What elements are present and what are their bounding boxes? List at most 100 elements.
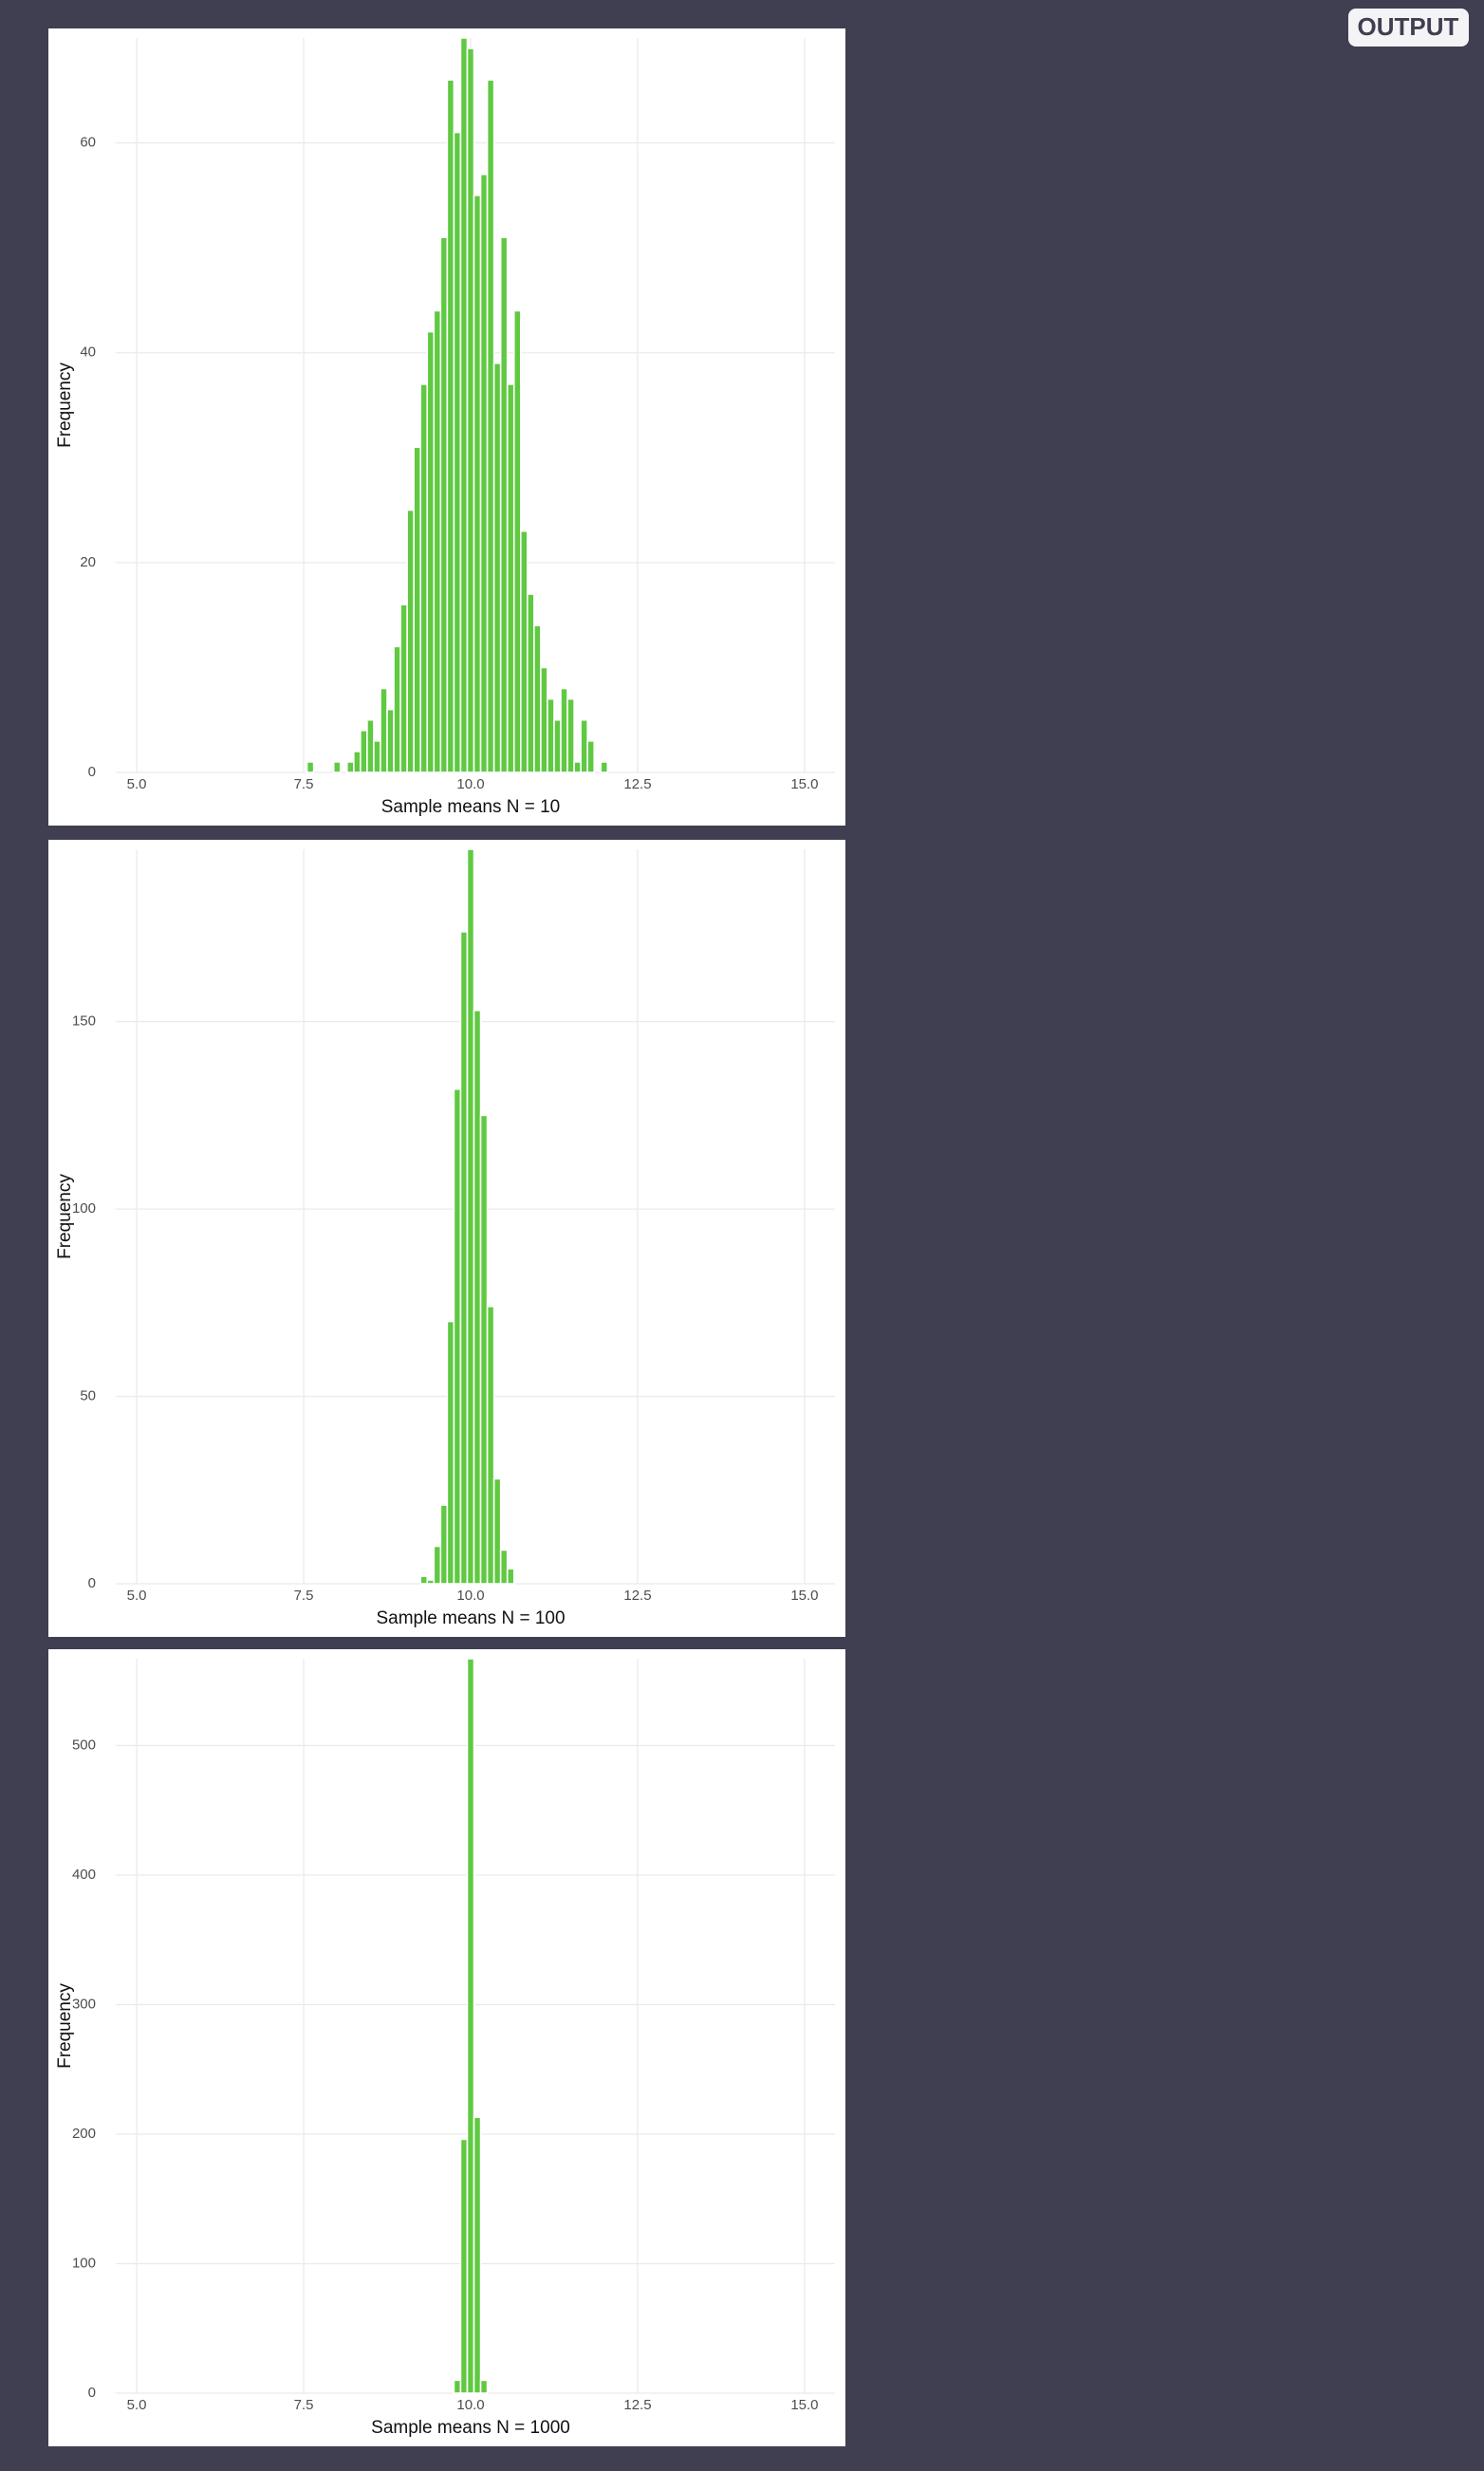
y-tick-label: 150	[72, 1013, 96, 1030]
bar	[426, 330, 436, 773]
bar	[453, 131, 462, 773]
y-tick-label: 0	[88, 764, 96, 780]
bar	[486, 79, 495, 773]
x-tick-label: 5.0	[127, 1588, 147, 1604]
bar	[506, 1568, 515, 1585]
bar	[433, 1545, 442, 1585]
y-tick-label: 500	[72, 1737, 96, 1753]
y-tick-label: 40	[80, 344, 96, 361]
y-tick-label: 50	[80, 1388, 96, 1404]
y-tick-label: 200	[72, 2126, 96, 2142]
x-tick-label: 7.5	[294, 776, 314, 792]
bar	[519, 530, 529, 773]
bar	[439, 236, 449, 773]
output-label: OUTPUT	[1358, 12, 1459, 41]
y-axis-label: Frequency	[55, 362, 75, 448]
bar	[553, 718, 562, 773]
bar	[386, 708, 395, 773]
bar	[373, 740, 381, 773]
x-tick-label: 12.5	[623, 776, 651, 792]
chart-panel: 5.0 7.5 10.0 12.5 15.0 0 50 100 150 Sample means …	[48, 840, 845, 1637]
bar	[466, 47, 475, 773]
y-tick-label: 0	[88, 1575, 96, 1591]
x-tick-label: 15.0	[790, 1588, 818, 1604]
y-tick-label: 60	[80, 135, 96, 151]
bar	[499, 236, 509, 773]
bar	[433, 309, 442, 773]
x-tick-label: 7.5	[294, 2397, 314, 2413]
bar	[533, 624, 542, 773]
y-tick-label: 300	[72, 1996, 96, 2012]
bar	[353, 751, 362, 773]
bar	[459, 2138, 469, 2394]
bar	[306, 761, 315, 773]
bar	[332, 761, 342, 773]
x-axis-label: Sample means N = 10	[381, 797, 561, 817]
bar	[466, 1658, 475, 2394]
bar	[453, 1087, 462, 1585]
bar	[479, 1114, 489, 1585]
bar	[600, 761, 609, 773]
y-tick-label: 400	[72, 1867, 96, 1883]
bar	[473, 2116, 482, 2394]
y-tick-label: 20	[80, 554, 96, 570]
x-tick-label: 15.0	[790, 2397, 818, 2413]
bar	[413, 446, 422, 773]
x-tick-label: 12.5	[623, 1588, 651, 1604]
bar	[439, 1504, 449, 1585]
bar	[586, 740, 596, 773]
bar	[419, 1575, 429, 1585]
bar	[492, 362, 502, 773]
bar	[473, 1010, 482, 1585]
bar	[393, 645, 401, 773]
y-axis-label: Frequency	[55, 1983, 75, 2069]
bar	[459, 931, 469, 1585]
bar	[547, 697, 555, 773]
bar	[380, 687, 388, 773]
bar	[486, 1305, 495, 1585]
y-tick-label: 100	[72, 2255, 96, 2271]
bar	[527, 593, 535, 773]
bar	[466, 848, 475, 1585]
bar	[446, 1320, 455, 1585]
bar	[360, 729, 368, 773]
bar	[399, 604, 408, 773]
bar	[580, 718, 588, 773]
x-axis-label: Sample means N = 100	[376, 1608, 565, 1628]
x-tick-label: 12.5	[623, 2397, 651, 2413]
x-tick-label: 5.0	[127, 776, 147, 792]
bar	[459, 37, 469, 773]
x-tick-label: 10.0	[456, 1588, 484, 1604]
bar	[492, 1477, 502, 1585]
bar	[560, 687, 568, 773]
output-badge	[1348, 9, 1469, 46]
bar	[479, 173, 489, 773]
bar	[446, 79, 455, 773]
bar	[473, 195, 482, 773]
x-tick-label: 15.0	[790, 776, 818, 792]
bar	[345, 761, 355, 773]
y-tick-label: 0	[88, 2385, 96, 2401]
bar	[419, 383, 429, 773]
bar	[499, 1549, 509, 1585]
x-axis-label: Sample means N = 1000	[371, 2418, 570, 2438]
bar	[566, 697, 575, 773]
bar	[506, 383, 515, 773]
y-tick-label: 100	[72, 1200, 96, 1217]
bar	[573, 761, 582, 773]
x-tick-label: 5.0	[127, 2397, 147, 2413]
y-axis-label: Frequency	[55, 1174, 75, 1259]
bar	[406, 509, 415, 773]
bar	[366, 718, 375, 773]
chart-panel: 5.0 7.5 10.0 12.5 15.0 0 100 200 300 400 500 Sample…	[48, 1649, 845, 2446]
x-tick-label: 10.0	[456, 776, 484, 792]
bar	[453, 2379, 462, 2394]
bar	[426, 1579, 436, 1585]
bar	[479, 2379, 489, 2394]
x-tick-label: 10.0	[456, 2397, 484, 2413]
chart-panel: 5.0 7.5 10.0 12.5 15.0 0 20 40 60 Sample means N …	[48, 28, 845, 826]
panel-background	[48, 1649, 845, 2446]
bar	[540, 666, 548, 773]
